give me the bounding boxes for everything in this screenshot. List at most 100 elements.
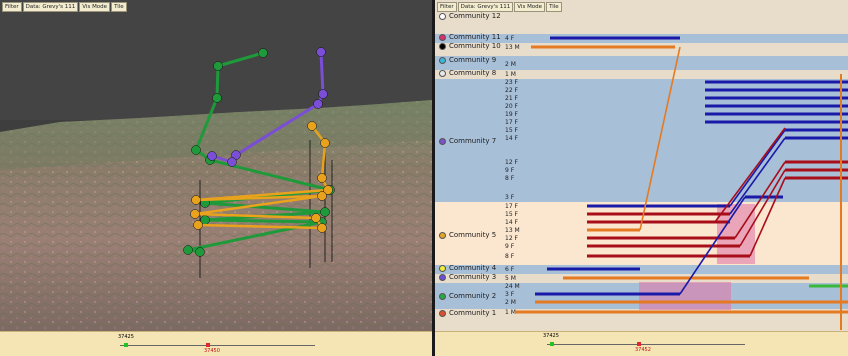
position-marker xyxy=(307,121,317,131)
community-dot-icon xyxy=(439,57,446,64)
position-marker xyxy=(193,220,203,230)
community-dot-icon xyxy=(439,293,446,300)
community-band xyxy=(435,70,848,79)
community-name: Community 1 xyxy=(449,309,497,317)
position-marker xyxy=(191,195,201,205)
trajectory-layer xyxy=(183,47,335,278)
member-label: 1 M xyxy=(505,309,516,316)
map-3d-view[interactable]: Filter Data: Grevy's 111 Vis Mode Tile xyxy=(0,0,432,356)
right-time-slider[interactable]: 37425 37452 xyxy=(435,331,848,356)
community-dot-icon xyxy=(439,138,446,145)
community-name: Community 4 xyxy=(449,264,497,272)
transition-line xyxy=(734,161,786,239)
community-label[interactable]: Community 1 xyxy=(435,309,529,318)
community-name: Community 7 xyxy=(449,137,497,145)
member-label: 2 M xyxy=(505,61,516,68)
position-marker xyxy=(227,157,237,167)
slider-start-handle[interactable] xyxy=(124,343,128,347)
member-label: 9 F xyxy=(505,243,515,250)
member-label: 12 F xyxy=(505,235,518,242)
vis-mode-button[interactable]: Vis Mode xyxy=(79,2,111,12)
position-marker xyxy=(212,93,222,103)
transition-line xyxy=(679,196,746,295)
position-marker xyxy=(320,207,330,217)
filter-button[interactable]: Filter xyxy=(2,2,22,12)
community-name: Community 2 xyxy=(449,292,497,300)
transition-line xyxy=(729,129,786,207)
position-marker xyxy=(317,191,327,201)
right-toolbar: Filter Data: Grevy's 111 Vis Mode Tile xyxy=(437,2,562,12)
position-marker xyxy=(311,213,321,223)
community-label[interactable]: Community 11 xyxy=(435,33,529,42)
tile-button[interactable]: Tile xyxy=(111,2,127,12)
position-marker xyxy=(195,247,205,257)
member-label: 8 F xyxy=(505,253,515,260)
community-label[interactable]: Community 10 xyxy=(435,42,529,51)
position-marker xyxy=(207,151,217,161)
position-marker xyxy=(213,61,223,71)
community-label[interactable]: Community 5 xyxy=(435,231,529,240)
position-marker xyxy=(183,245,193,255)
transition-line xyxy=(729,137,786,215)
terrain-scene xyxy=(0,47,432,332)
filter-button[interactable]: Filter xyxy=(437,2,457,12)
position-marker xyxy=(313,99,323,109)
slider-current-handle[interactable] xyxy=(637,342,641,346)
position-marker xyxy=(316,47,326,57)
slider-start-label: 37425 xyxy=(543,333,559,339)
community-dot-icon xyxy=(439,70,446,77)
transition-line xyxy=(739,169,786,247)
member-label: 17 F xyxy=(505,203,518,210)
position-marker xyxy=(317,173,327,183)
trajectory-line xyxy=(193,125,330,230)
community-label[interactable]: Community 9 xyxy=(435,56,529,65)
slider-track xyxy=(547,344,745,345)
member-label: 23 F xyxy=(505,79,518,86)
member-label: 21 F xyxy=(505,95,518,102)
member-label: 20 F xyxy=(505,103,518,110)
community-band xyxy=(435,56,848,70)
member-label: 15 F xyxy=(505,127,518,134)
community-dot-icon xyxy=(439,274,446,281)
community-name: Community 3 xyxy=(449,273,497,281)
community-dot-icon xyxy=(439,232,446,239)
community-tracks xyxy=(515,36,848,330)
community-label[interactable]: Community 12 xyxy=(435,12,529,21)
member-label: 14 F xyxy=(505,219,518,226)
community-label[interactable]: Community 3 xyxy=(435,273,529,282)
member-label: 3 F xyxy=(505,291,515,298)
position-marker xyxy=(191,145,201,155)
community-dot-icon xyxy=(439,43,446,50)
member-label: 13 M xyxy=(505,44,520,51)
community-band xyxy=(435,265,848,274)
community-label[interactable]: Community 4 xyxy=(435,264,529,273)
community-name: Community 11 xyxy=(449,33,501,41)
member-label: 13 M xyxy=(505,227,520,234)
vis-mode-button[interactable]: Vis Mode xyxy=(514,2,546,12)
left-toolbar: Filter Data: Grevy's 111 Vis Mode Tile xyxy=(2,2,127,12)
position-marker xyxy=(323,185,333,195)
member-label: 5 M xyxy=(505,275,516,282)
member-label: 8 F xyxy=(505,175,515,182)
member-label: 1 M xyxy=(505,71,516,78)
member-label: 17 F xyxy=(505,119,518,126)
slider-current-label: 37450 xyxy=(204,348,220,354)
community-name: Community 5 xyxy=(449,231,497,239)
community-label[interactable]: Community 2 xyxy=(435,292,529,301)
member-label: 14 F xyxy=(505,135,518,142)
member-label: 15 F xyxy=(505,211,518,218)
slider-start-handle[interactable] xyxy=(550,342,554,346)
community-label[interactable]: Community 8 xyxy=(435,69,529,78)
pane-divider[interactable] xyxy=(432,0,435,356)
slider-current-handle[interactable] xyxy=(206,343,210,347)
community-dot-icon xyxy=(439,13,446,20)
left-time-slider[interactable]: 37425 37450 xyxy=(0,331,432,356)
slider-track xyxy=(120,345,315,346)
community-band xyxy=(435,12,848,21)
community-label[interactable]: Community 7 xyxy=(435,137,529,146)
data-select-button[interactable]: Data: Grevy's 111 xyxy=(22,2,79,12)
data-select-button[interactable]: Data: Grevy's 111 xyxy=(457,2,514,12)
community-timeline-view[interactable]: Filter Data: Grevy's 111 Vis Mode Tile C… xyxy=(435,0,848,356)
member-label: 6 F xyxy=(505,266,515,273)
tile-button[interactable]: Tile xyxy=(546,2,562,12)
